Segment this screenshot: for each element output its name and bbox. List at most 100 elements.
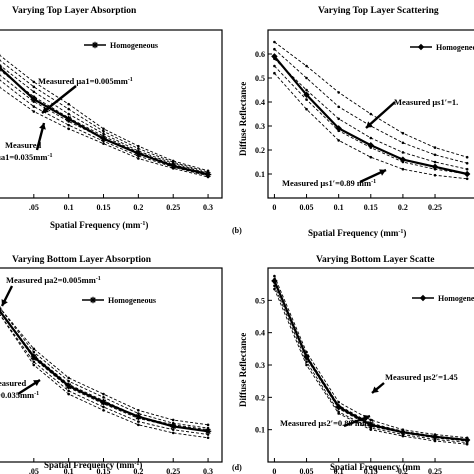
x-tick-label: .05: [29, 467, 39, 474]
x-axis-label: Spatial Frequency (mm: [330, 462, 421, 472]
data-point-marker: [170, 163, 176, 169]
data-point-marker: [65, 116, 72, 122]
data-point-marker: [369, 418, 373, 422]
data-point-marker: [367, 421, 375, 429]
x-tick-label: 0: [272, 467, 276, 474]
data-point-marker: [273, 47, 276, 51]
chart-title-main: Varying Top Layer Scattering: [318, 6, 439, 16]
data-point-marker: [67, 127, 70, 131]
legend-marker: [92, 42, 98, 48]
data-point-marker: [32, 363, 36, 367]
y-tick-label: 0.4: [255, 98, 265, 107]
data-point-marker: [305, 98, 308, 101]
series-line-dashed: [0, 313, 209, 435]
x-tick-label: 0.2: [398, 467, 408, 474]
data-point-marker: [67, 392, 70, 396]
data-point-marker: [337, 91, 340, 94]
data-point-marker: [206, 436, 210, 440]
data-point-marker: [303, 91, 310, 99]
annotation-label-sup: -1: [47, 153, 52, 159]
data-point-marker: [137, 423, 140, 427]
data-point-marker: [100, 135, 107, 142]
x-axis-label: Spatial Frequency (mm-1): [50, 220, 148, 230]
x-tick-label-main: 0.2: [133, 203, 143, 212]
x-tick-label-main: 0.3: [203, 203, 213, 212]
data-point-marker: [31, 96, 37, 102]
data-point-marker: [67, 112, 70, 116]
x-tick-label: 0: [272, 203, 276, 212]
x-tick-label: 0.2: [133, 203, 143, 212]
series-group: [0, 306, 212, 440]
data-point-marker: [337, 117, 340, 121]
annotation-label: =0.035mm-1: [0, 390, 39, 400]
y-tick-label: 0.2: [255, 393, 265, 402]
series-group: [0, 53, 212, 179]
data-point-marker: [67, 389, 70, 393]
annotation-label: Measured μa2=0.005mm-1: [6, 275, 101, 285]
chart-panel-3: Varying Bottom Layer Absorption Spatial F…: [0, 255, 223, 474]
legend: Homogeneous: [84, 41, 158, 50]
legend-label-main: Homogeneous: [110, 41, 158, 50]
data-point-marker: [337, 105, 340, 109]
y-axis-label: Diffuse Reflectance: [238, 333, 248, 407]
data-point-marker: [369, 112, 373, 116]
x-tick-label-main: 0.1: [334, 467, 344, 474]
x-tick-label: .05: [29, 203, 39, 212]
chart-panel-4: Varying Bottom Layer Scatte Spatial Frequ…: [232, 255, 474, 474]
x-axis-label-close: ): [139, 460, 142, 470]
legend-marker: [417, 43, 425, 51]
y-tick-label-main: 0.4: [255, 329, 265, 338]
annotation-label-sup: -1: [96, 276, 101, 282]
chart-title-main: Varying Top Layer Absorption: [12, 6, 137, 16]
data-point-marker: [401, 131, 405, 135]
data-point-marker: [337, 400, 340, 404]
annotation-label-sup: -1: [128, 77, 133, 83]
data-point-marker: [137, 420, 140, 423]
data-point-marker: [433, 173, 437, 177]
data-point-marker: [32, 85, 36, 89]
x-tick-label: 0.25: [428, 203, 442, 212]
x-tick-label-main: 0.25: [428, 203, 442, 212]
series-line-dashed: [0, 310, 209, 431]
data-point-marker: [170, 423, 176, 430]
data-point-marker: [273, 274, 276, 278]
legend: Homogene: [412, 294, 474, 303]
data-point-marker: [463, 436, 471, 444]
data-point-marker: [102, 408, 105, 412]
data-point-marker: [67, 107, 70, 111]
y-axis-label: Diffuse Reflectance: [238, 82, 248, 156]
data-point-marker: [369, 155, 373, 159]
y-tick-label: 0.4: [255, 329, 265, 338]
data-point-marker: [433, 160, 437, 164]
annotation-label: Measured μs1′=0.89 mm-1: [282, 178, 376, 188]
data-point-marker: [433, 439, 437, 443]
x-tick-label-main: .05: [29, 467, 39, 474]
x-axis-label-main: Spatial Frequency (mm: [330, 462, 421, 472]
data-point-marker: [171, 431, 175, 435]
x-tick-label-main: 0.15: [364, 467, 378, 474]
data-point-marker: [102, 392, 105, 396]
data-point-marker: [337, 412, 340, 415]
data-point-marker: [305, 363, 308, 367]
plot-frame: [267, 29, 474, 199]
series-line-homogeneous: [0, 309, 209, 433]
x-tick-label: 0.1: [64, 203, 74, 212]
series-group: [271, 274, 471, 446]
data-point-marker: [465, 442, 469, 446]
data-point-marker: [433, 153, 437, 157]
panel-label: (b): [232, 226, 242, 235]
annotation-arrowhead: [366, 121, 373, 128]
y-axis-label-main: Diffuse Reflectance: [238, 333, 248, 407]
annotation-label-main: Measured μa1=0.005mm: [38, 76, 128, 86]
data-point-marker: [401, 167, 405, 171]
data-point-marker: [102, 396, 105, 399]
series-group: [271, 40, 471, 181]
legend-label-main: Homogeneous: [108, 296, 156, 305]
x-tick-label-main: 0.1: [64, 203, 74, 212]
data-point-marker: [0, 310, 2, 313]
x-tick-label-main: 0.1: [64, 467, 74, 474]
annotation-label: Measured μs2′=0.89 mm-1: [280, 418, 374, 428]
x-tick-label-main: 0.15: [364, 203, 378, 212]
data-point-marker: [465, 167, 469, 171]
